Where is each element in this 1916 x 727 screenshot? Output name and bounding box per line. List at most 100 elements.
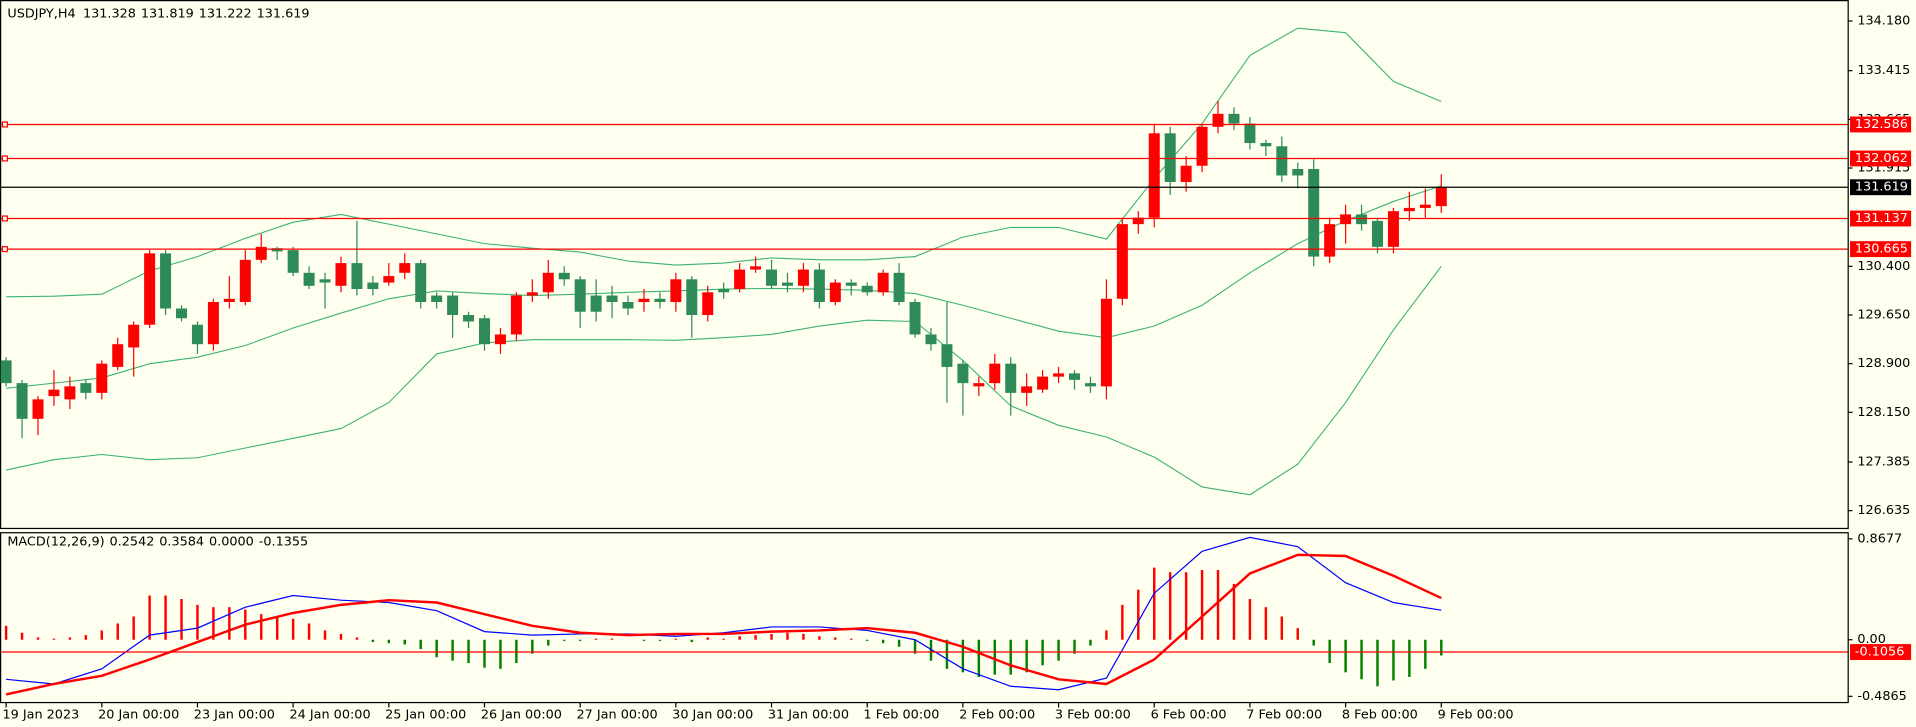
level-anchor [1, 155, 8, 162]
candle-body [1308, 168, 1320, 257]
candle-body [1164, 133, 1176, 182]
candle-body [383, 276, 395, 283]
candle-body [925, 334, 937, 345]
y-tick-label: 126.635 [1857, 503, 1910, 518]
candle-body [670, 279, 682, 303]
x-tick-label: 26 Jan 00:00 [481, 707, 562, 722]
macd-signal-line [5, 553, 1442, 696]
candle-body [1005, 363, 1017, 393]
candle-body [781, 282, 793, 286]
y-tick-label: 128.900 [1857, 356, 1910, 371]
y-tick-label: 130.400 [1857, 259, 1910, 274]
candle-body [16, 383, 28, 419]
signal-readout: 0.3584 [159, 534, 204, 549]
candle-body [447, 295, 459, 315]
x-tick-label: 9 Feb 00:00 [1438, 707, 1514, 722]
x-tick-label: 30 Jan 00:00 [672, 707, 753, 722]
candle-body [957, 363, 969, 384]
candle-body [750, 266, 762, 270]
candle-body [351, 263, 363, 290]
candle-body [893, 272, 905, 303]
x-tick-label: 8 Feb 00:00 [1342, 707, 1418, 722]
candle-body [510, 295, 522, 335]
macd-header: MACD(12,26,9) 0.2542 0.3584 0.0000 -0.1355 [7, 534, 308, 549]
candle-body [686, 279, 698, 315]
level-label-box [1850, 116, 1912, 133]
candle-body [144, 253, 156, 325]
level-anchor [1, 121, 8, 128]
x-tick-label: 19 Jan 2023 [2, 707, 79, 722]
candle-body [797, 269, 809, 286]
main-readout: 0.2542 [110, 534, 155, 549]
candle-body [845, 282, 857, 286]
candle-body [813, 269, 825, 303]
candle-body [48, 389, 60, 397]
candle-body [734, 269, 746, 290]
candle-body [718, 289, 730, 293]
y-tick-label: -0.4865 [1857, 689, 1906, 704]
candle-body [1069, 373, 1081, 380]
candle-body [1276, 146, 1288, 176]
candle-body [1196, 126, 1208, 166]
candle-body [271, 248, 283, 252]
band-lower [5, 265, 1442, 496]
x-tick-label: 3 Feb 00:00 [1055, 707, 1131, 722]
price-header: USDJPY,H4 131.328 131.819 131.222 131.619 [7, 6, 309, 21]
x-tick-label: 7 Feb 00:00 [1246, 707, 1322, 722]
candle-body [96, 363, 108, 393]
symbol: USDJPY,H4 [7, 6, 75, 21]
y-tick-label: 128.150 [1857, 405, 1910, 420]
candle-body [223, 298, 235, 303]
band-upper [6, 27, 1442, 298]
candle-body [1324, 224, 1336, 257]
candle-body [1419, 204, 1431, 208]
level-label: 131.619 [1855, 180, 1908, 195]
candle-body [80, 383, 92, 393]
level-label-box [1850, 150, 1912, 167]
level-label-box [1850, 241, 1912, 258]
macd-title: MACD(12,26,9) [7, 534, 104, 549]
candle-body [287, 250, 299, 273]
level-label-box [1850, 210, 1912, 227]
candle-body [877, 272, 889, 293]
level-label: 132.586 [1855, 117, 1908, 132]
candle-body [32, 399, 44, 419]
candle-body [494, 334, 506, 345]
x-tick-label: 2 Feb 00:00 [959, 707, 1035, 722]
x-tick-label: 6 Feb 00:00 [1151, 707, 1227, 722]
candle-body [638, 298, 650, 303]
candle-body [1403, 207, 1415, 212]
candle-body [335, 263, 347, 286]
candle-body [574, 279, 586, 312]
candle-body [128, 324, 140, 348]
candle-body [1053, 373, 1065, 377]
candle-body [654, 298, 666, 303]
level-label: 132.062 [1855, 151, 1908, 166]
candle-body [64, 386, 76, 400]
level-label-box [1850, 644, 1912, 660]
marks: 134.180133.415132.665131.915130.400129.6… [0, 14, 1912, 722]
candle-body [526, 292, 538, 296]
x-tick-label: 31 Jan 00:00 [768, 707, 849, 722]
y-tick-label: 0.8677 [1857, 531, 1902, 546]
x-tick-label: 20 Jan 00:00 [98, 707, 179, 722]
price-pane [0, 0, 1849, 530]
candle-body [989, 363, 1001, 384]
candle-body [1100, 298, 1112, 387]
candle-body [479, 318, 490, 345]
y-tick-label: 0.00 [1857, 632, 1886, 647]
level-label: 130.665 [1855, 242, 1908, 257]
candle-body [303, 272, 315, 286]
hist-readout: -0.1355 [259, 534, 308, 549]
candle-body [112, 344, 124, 367]
candle-body [1084, 383, 1096, 387]
level-label-box [1850, 179, 1912, 196]
macd-pane [0, 532, 1849, 704]
x-tick-label: 27 Jan 00:00 [577, 707, 658, 722]
candle-body [1260, 143, 1272, 147]
candle-body [319, 279, 331, 283]
candle-body [1116, 224, 1128, 299]
candle-body [1435, 187, 1447, 207]
